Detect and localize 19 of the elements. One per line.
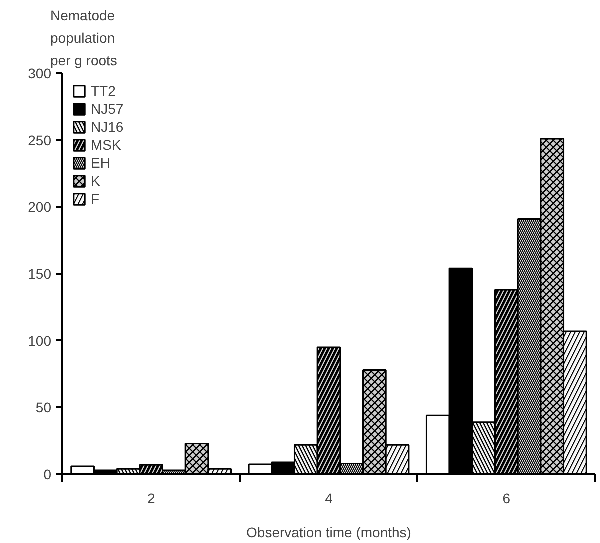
- legend-label: NJ57: [91, 101, 124, 117]
- x-axis-title: Observation time (months): [246, 524, 412, 540]
- y-tick-label: 250: [28, 132, 52, 148]
- legend-label: MSK: [91, 137, 122, 153]
- y-axis-title: Nematode population per g roots: [50, 8, 118, 68]
- legend-label: F: [91, 191, 101, 207]
- x-tick-label: 4: [325, 490, 334, 506]
- y-tick-label: 150: [28, 266, 52, 282]
- legend-label: TT2: [91, 83, 116, 99]
- y-tick-label: 100: [28, 332, 52, 349]
- y-tick-label: 200: [28, 199, 52, 216]
- x-tick-label: 6: [502, 490, 511, 506]
- y-tick-label: 50: [36, 400, 52, 416]
- legend-label: K: [91, 173, 102, 189]
- y-tick-label: 300: [28, 66, 52, 82]
- legend-label: NJ16: [91, 119, 124, 135]
- y-tick-label: 0: [44, 466, 52, 482]
- legend-label: EH: [91, 155, 111, 171]
- x-tick-label: 2: [147, 490, 156, 506]
